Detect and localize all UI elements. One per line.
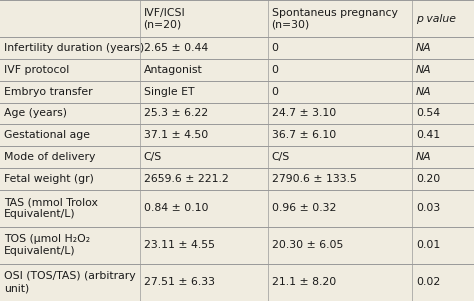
- Text: 0.20: 0.20: [416, 174, 440, 184]
- Text: 0.96 ± 0.32: 0.96 ± 0.32: [272, 203, 336, 213]
- Text: TAS (mmol Trolox
Equivalent/L): TAS (mmol Trolox Equivalent/L): [4, 197, 98, 219]
- Text: Single ET: Single ET: [144, 87, 194, 97]
- Text: 20.30 ± 6.05: 20.30 ± 6.05: [272, 240, 343, 250]
- Text: 27.51 ± 6.33: 27.51 ± 6.33: [144, 278, 215, 287]
- Text: Spontaneus pregnancy
(n=30): Spontaneus pregnancy (n=30): [272, 8, 398, 29]
- Text: 0.54: 0.54: [416, 108, 440, 118]
- Text: Mode of delivery: Mode of delivery: [4, 152, 95, 162]
- Text: Fetal weight (gr): Fetal weight (gr): [4, 174, 94, 184]
- Text: TOS (μmol H₂O₂
Equivalent/L): TOS (μmol H₂O₂ Equivalent/L): [4, 234, 90, 256]
- Text: 2790.6 ± 133.5: 2790.6 ± 133.5: [272, 174, 356, 184]
- Text: Embryo transfer: Embryo transfer: [4, 87, 92, 97]
- Text: 2659.6 ± 221.2: 2659.6 ± 221.2: [144, 174, 228, 184]
- Text: 23.11 ± 4.55: 23.11 ± 4.55: [144, 240, 215, 250]
- Text: 2.65 ± 0.44: 2.65 ± 0.44: [144, 43, 208, 53]
- Text: NA: NA: [416, 65, 432, 75]
- Text: NA: NA: [416, 87, 432, 97]
- Text: IVF/ICSI
(n=20): IVF/ICSI (n=20): [144, 8, 185, 29]
- Text: 25.3 ± 6.22: 25.3 ± 6.22: [144, 108, 208, 118]
- Text: C/S: C/S: [144, 152, 162, 162]
- Text: 0.01: 0.01: [416, 240, 440, 250]
- Text: Age (years): Age (years): [4, 108, 67, 118]
- Text: IVF protocol: IVF protocol: [4, 65, 69, 75]
- Text: OSI (TOS/TAS) (arbitrary
unit): OSI (TOS/TAS) (arbitrary unit): [4, 272, 136, 293]
- Text: NA: NA: [416, 152, 432, 162]
- Text: Gestational age: Gestational age: [4, 130, 90, 140]
- Text: 37.1 ± 4.50: 37.1 ± 4.50: [144, 130, 208, 140]
- Text: 0.84 ± 0.10: 0.84 ± 0.10: [144, 203, 208, 213]
- Text: 0: 0: [272, 43, 279, 53]
- Text: 36.7 ± 6.10: 36.7 ± 6.10: [272, 130, 336, 140]
- Text: 21.1 ± 8.20: 21.1 ± 8.20: [272, 278, 336, 287]
- Text: Antagonist: Antagonist: [144, 65, 202, 75]
- Text: Infertility duration (years): Infertility duration (years): [4, 43, 144, 53]
- Text: p value: p value: [416, 14, 456, 23]
- Text: 0: 0: [272, 65, 279, 75]
- Text: 0: 0: [272, 87, 279, 97]
- Text: NA: NA: [416, 43, 432, 53]
- Text: 0.03: 0.03: [416, 203, 440, 213]
- Text: C/S: C/S: [272, 152, 290, 162]
- Text: 0.41: 0.41: [416, 130, 440, 140]
- Text: 24.7 ± 3.10: 24.7 ± 3.10: [272, 108, 336, 118]
- Text: 0.02: 0.02: [416, 278, 440, 287]
